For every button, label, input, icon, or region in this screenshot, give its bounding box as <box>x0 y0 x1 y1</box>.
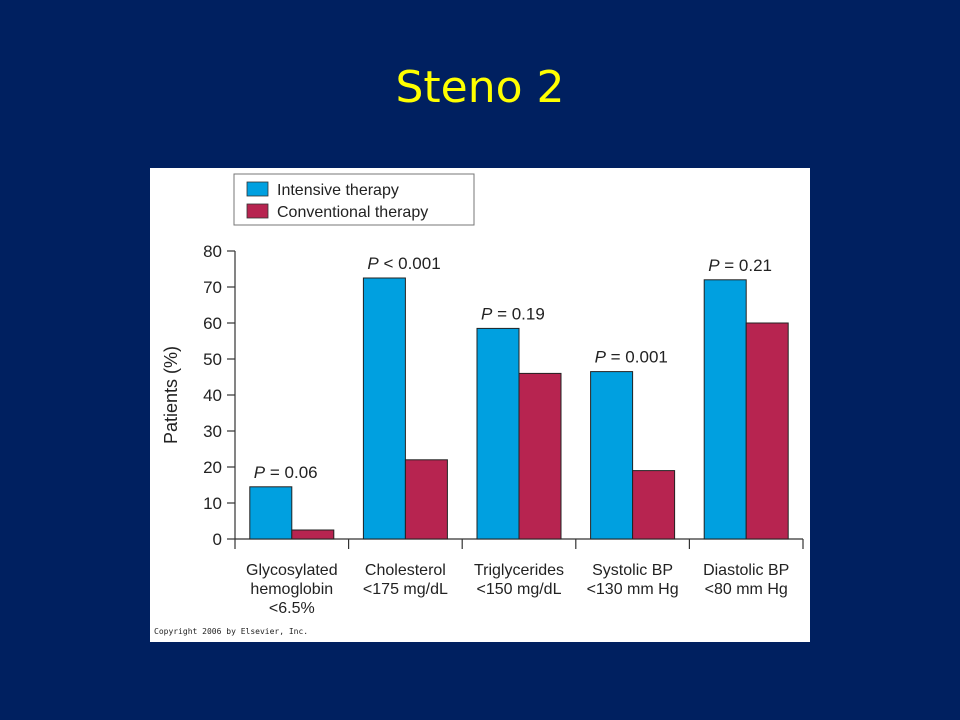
p-value-label-2: P = 0.19 <box>481 304 545 323</box>
x-category-label-0-0: Glycosylated <box>246 562 338 579</box>
x-category-label-2-0: Triglycerides <box>474 562 564 579</box>
x-category-label-1-1: <175 mg/dL <box>363 581 448 598</box>
y-tick-label-30: 30 <box>203 422 222 441</box>
x-category-label-3-1: <130 mm Hg <box>587 581 679 598</box>
legend-box <box>233 173 475 226</box>
bar-conventional-3 <box>632 470 676 540</box>
x-category-label-4-1: <80 mm Hg <box>705 581 788 598</box>
bar-intensive-1 <box>362 277 406 540</box>
x-category-label-4-0: Diastolic BP <box>703 562 789 579</box>
y-tick-label-70: 70 <box>203 278 222 297</box>
x-category-label-0-1: hemoglobin <box>250 581 333 598</box>
bar-conventional-2 <box>518 372 562 540</box>
p-value-label-1: P < 0.001 <box>367 254 440 273</box>
bar-conventional-1 <box>404 459 448 540</box>
legend-label-1: Conventional therapy <box>277 204 428 221</box>
y-tick-label-10: 10 <box>203 494 222 513</box>
slide-title: Steno 2 <box>395 62 565 113</box>
bar-intensive-3 <box>590 371 634 540</box>
chart-figure: Intensive therapy Conventional therapy 0 10… <box>150 168 810 642</box>
y-tick-label-0: 0 <box>213 530 222 549</box>
bar-intensive-0 <box>249 486 293 540</box>
y-tick-label-60: 60 <box>203 314 222 333</box>
bar-conventional-4 <box>745 322 789 540</box>
bar-chart: Intensive therapy Conventional therapy 0 10… <box>154 173 804 636</box>
y-tick-label-20: 20 <box>203 458 222 477</box>
legend-swatch-1 <box>246 203 269 219</box>
bar-intensive-2 <box>476 327 520 540</box>
p-value-label-0: P = 0.06 <box>254 463 318 482</box>
copyright-text: Copyright 2006 by Elsevier, Inc. <box>154 627 308 636</box>
y-tick-label-40: 40 <box>203 386 222 405</box>
bar-conventional-0 <box>291 529 335 540</box>
legend-swatch-0 <box>246 181 269 197</box>
p-value-label-4: P = 0.21 <box>708 256 772 275</box>
x-category-label-0-2: <6.5% <box>269 600 315 617</box>
x-category-label-3-0: Systolic BP <box>592 562 673 579</box>
bar-intensive-4 <box>703 279 747 540</box>
x-category-label-2-1: <150 mg/dL <box>477 581 562 598</box>
x-category-label-1-0: Cholesterol <box>365 562 446 579</box>
p-value-label-3: P = 0.001 <box>595 348 668 367</box>
y-axis-label: Patients (%) <box>161 346 181 444</box>
legend-label-0: Intensive therapy <box>277 182 399 199</box>
y-tick-label-80: 80 <box>203 242 222 261</box>
y-tick-label-50: 50 <box>203 350 222 369</box>
